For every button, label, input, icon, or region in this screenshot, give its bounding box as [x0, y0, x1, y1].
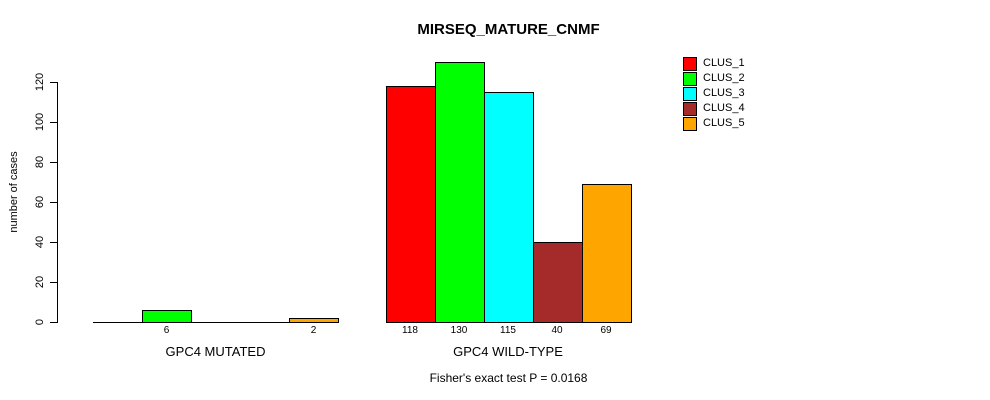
y-axis-tick — [50, 82, 57, 83]
y-axis-tick-label: 80 — [34, 155, 46, 169]
y-axis-label: number of cases — [8, 151, 20, 233]
bar-value-label: 130 — [450, 325, 468, 336]
legend-swatch-icon — [683, 116, 697, 131]
legend-item-clus_4: CLUS_4 — [683, 101, 745, 116]
stat-annotation: Fisher's exact test P = 0.0168 — [429, 371, 588, 385]
bar-value-label: 2 — [310, 325, 317, 336]
y-axis-tick — [50, 122, 57, 123]
bar-value-label: 115 — [500, 325, 516, 336]
bar-value-label: 69 — [600, 325, 612, 336]
chart-title: MIRSEQ_MATURE_CNMF — [417, 21, 600, 38]
bar-value-label: 6 — [163, 325, 170, 336]
bar-clus_5-wild-type — [581, 184, 632, 323]
y-axis-tick-label: 60 — [34, 195, 46, 209]
bar-clus_1-wild-type — [385, 86, 436, 323]
legend-label: CLUS_5 — [703, 117, 745, 129]
legend-item-clus_3: CLUS_3 — [683, 86, 745, 101]
bar-clus_2-wild-type — [434, 62, 485, 323]
legend-swatch-icon — [683, 86, 697, 101]
legend-swatch-icon — [683, 56, 697, 71]
bar-clus_4-zero-baseline — [240, 322, 290, 323]
legend-item-clus_2: CLUS_2 — [683, 71, 745, 86]
y-axis-tick-label: 40 — [34, 235, 46, 249]
bar-value-label: 118 — [402, 325, 418, 336]
legend-item-clus_1: CLUS_1 — [683, 56, 745, 71]
legend-label: CLUS_1 — [703, 57, 745, 69]
y-axis-tick — [50, 162, 57, 163]
y-axis-tick — [50, 202, 57, 203]
y-axis-tick — [50, 242, 57, 243]
y-axis-tick-label: 20 — [34, 275, 46, 289]
y-axis-tick-label: 100 — [34, 112, 46, 132]
bar-clus_3-wild-type — [483, 92, 534, 323]
bar-clus_5-mutated — [289, 318, 339, 323]
legend: CLUS_1 CLUS_2 CLUS_3 CLUS_4 CLUS_5 — [683, 56, 745, 131]
legend-label: CLUS_4 — [703, 102, 745, 114]
y-axis-tick — [50, 322, 57, 323]
bar-clus_2-mutated — [142, 310, 192, 323]
legend-item-clus_5: CLUS_5 — [683, 116, 745, 131]
y-axis-line — [57, 82, 58, 323]
y-axis-tick-label: 120 — [34, 72, 46, 92]
bar-clus_1-zero-baseline — [93, 322, 143, 323]
bar-value-label: 40 — [551, 325, 563, 336]
group-label: GPC4 WILD-TYPE — [453, 344, 563, 359]
legend-swatch-icon — [683, 71, 697, 86]
bar-clus_4-wild-type — [532, 242, 583, 323]
legend-label: CLUS_3 — [703, 87, 745, 99]
legend-label: CLUS_2 — [703, 72, 745, 84]
group-label: GPC4 MUTATED — [165, 344, 266, 359]
legend-swatch-icon — [683, 101, 697, 116]
y-axis-tick — [50, 282, 57, 283]
bar-clus_3-zero-baseline — [191, 322, 241, 323]
y-axis-tick-label: 0 — [34, 318, 46, 326]
